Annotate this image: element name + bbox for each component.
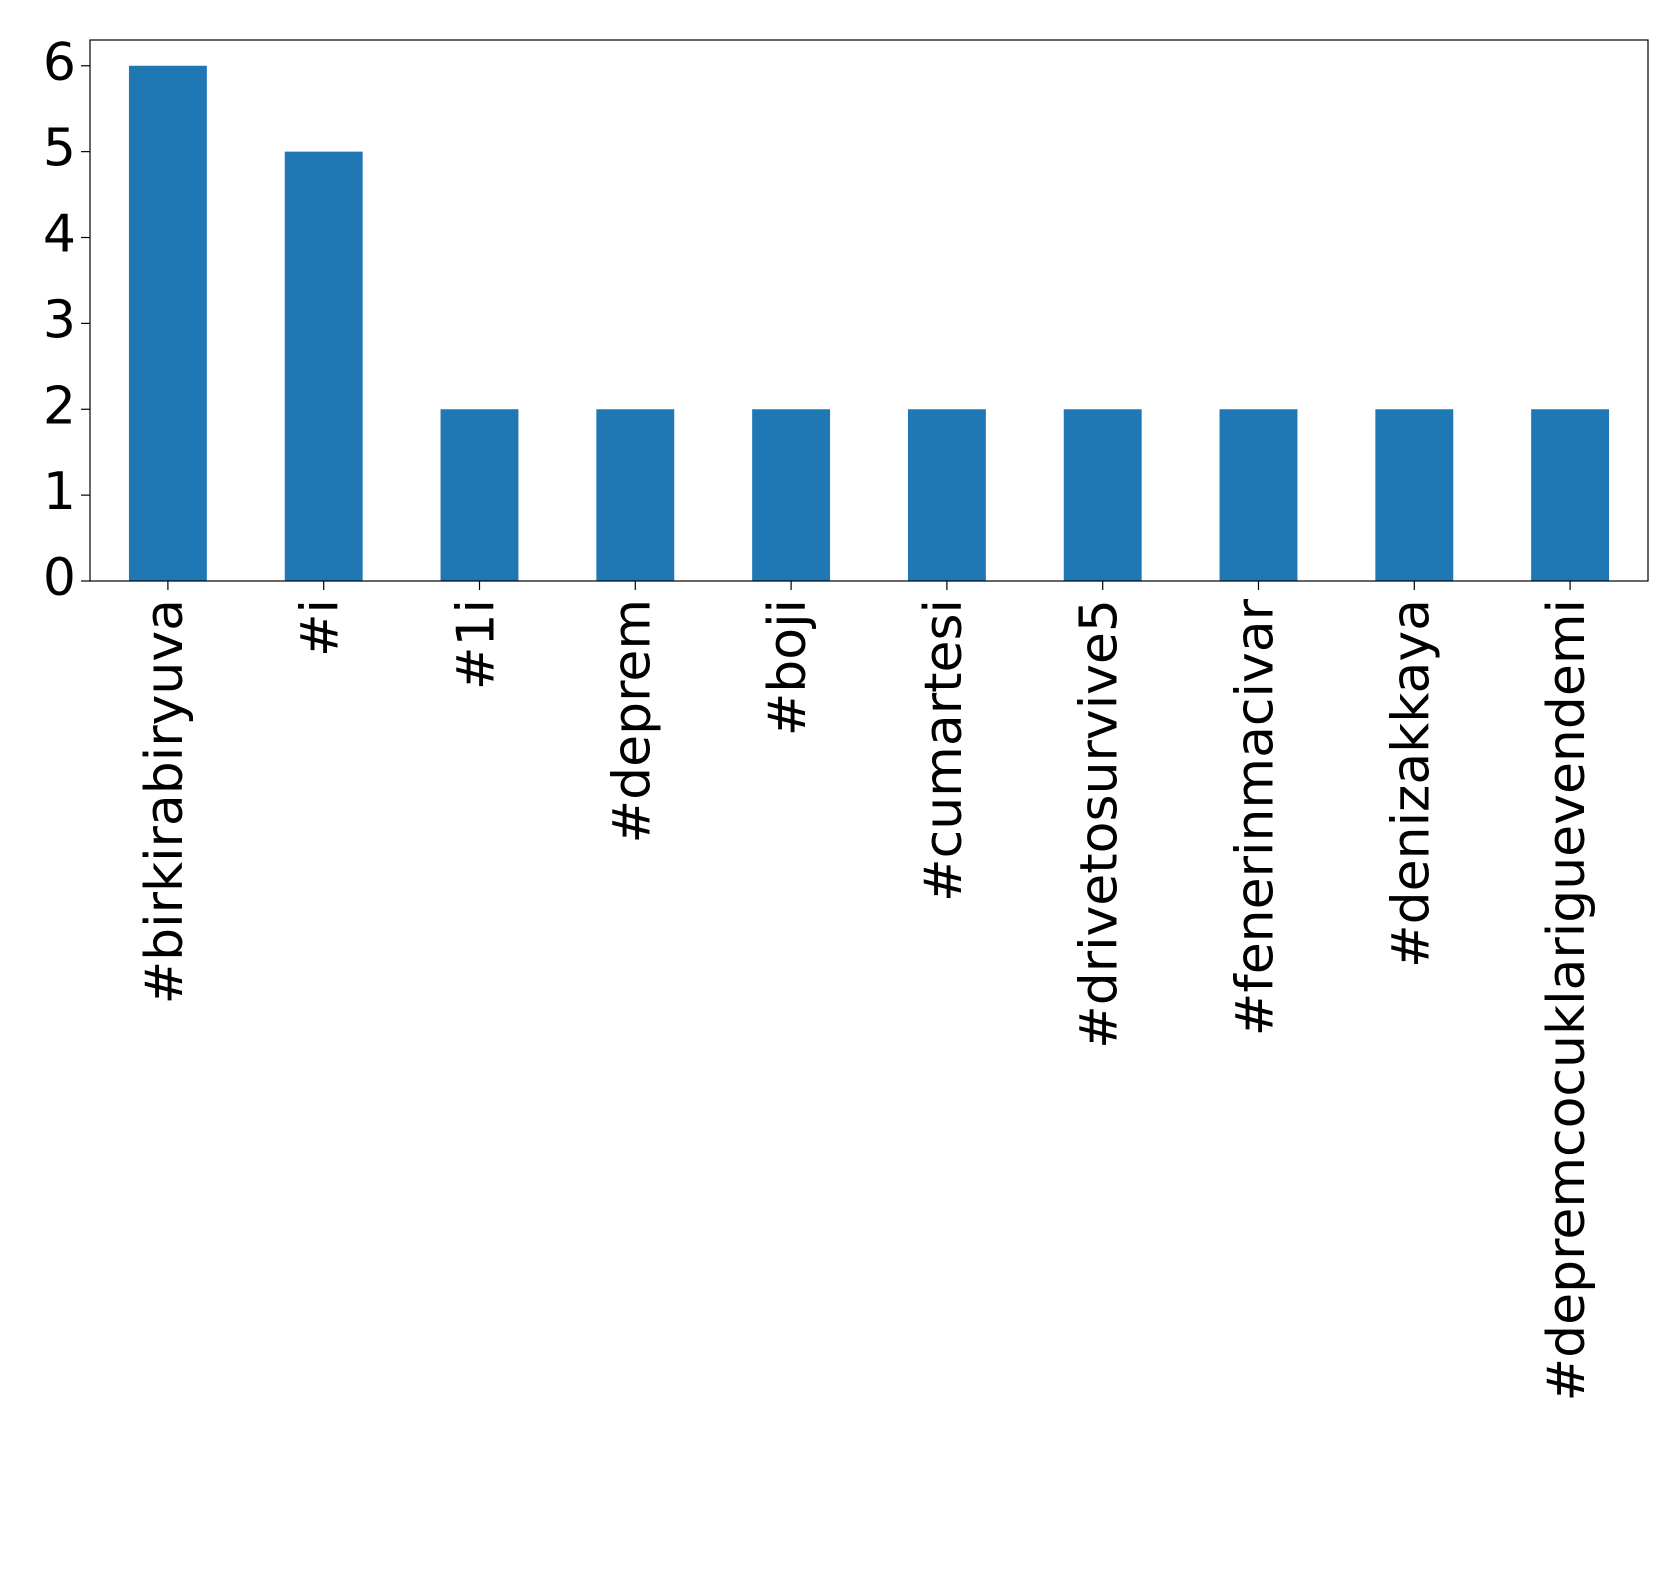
x-tick-label: #birkirabiryuva <box>135 599 195 1004</box>
x-tick-label: #1i <box>447 599 507 690</box>
bar <box>1219 409 1298 581</box>
bar <box>1531 409 1610 581</box>
y-tick-label: 5 <box>43 119 76 179</box>
y-tick-label: 6 <box>43 33 76 93</box>
bar <box>907 409 986 581</box>
x-tick-label: #depremcocuklariguevendemi <box>1537 599 1597 1401</box>
x-tick-label: #cumartesi <box>914 599 974 902</box>
plot-frame <box>89 39 1649 582</box>
bar <box>596 409 675 581</box>
bar <box>1063 409 1142 581</box>
x-tick-label: #deprem <box>602 599 662 843</box>
x-tick-label: #fenerinmacivar <box>1226 598 1286 1036</box>
bar <box>128 65 207 581</box>
y-tick-label: 3 <box>43 290 76 350</box>
bar <box>752 409 831 581</box>
bar <box>284 151 363 581</box>
x-tick-label: #i <box>291 599 351 657</box>
y-tick-label: 1 <box>43 462 76 522</box>
x-tick-label: #drivetosurvive5 <box>1070 599 1130 1049</box>
bar <box>440 409 519 581</box>
y-tick-label: 4 <box>43 205 76 265</box>
bar <box>1375 409 1454 581</box>
x-tick-label: #boji <box>758 599 818 736</box>
y-tick-label: 2 <box>43 376 76 436</box>
y-tick-label: 0 <box>43 548 76 608</box>
x-tick-label: #denizakkaya <box>1381 599 1441 968</box>
